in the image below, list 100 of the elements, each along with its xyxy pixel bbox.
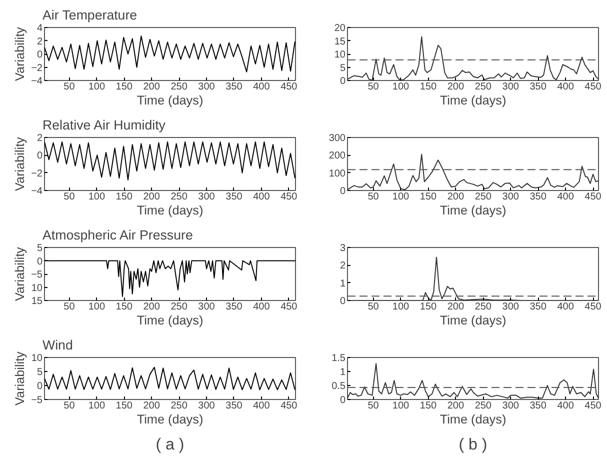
y-tick-label: 1: [340, 367, 346, 378]
y-tick-label: 15: [334, 36, 346, 48]
x-tick-label: 400: [253, 400, 270, 412]
y-tick-label: 1: [340, 278, 346, 290]
x-tick-label: 350: [530, 400, 547, 412]
y-tick-label: 5: [340, 62, 346, 74]
y-axis-title: Variability: [13, 26, 28, 81]
x-tick-label: 450: [584, 400, 602, 412]
x-tick-label: 100: [88, 400, 106, 412]
x-tick-label: 300: [198, 400, 216, 412]
x-tick-label: 350: [226, 82, 243, 92]
x-tick-label: 300: [502, 82, 520, 92]
y-tick-label: 1.5: [332, 353, 346, 364]
x-tick-label: 200: [447, 192, 464, 202]
y-tick-label: −2: [31, 62, 43, 74]
y-tick-label: 15: [31, 296, 43, 307]
x-tick-label: 350: [226, 400, 243, 412]
x-tick-label: 250: [170, 400, 188, 412]
x-axis-title: Time (days): [136, 314, 204, 328]
x-tick-label: 150: [116, 400, 133, 412]
x-tick-label: 200: [143, 82, 160, 92]
x-tick-label: 450: [280, 192, 298, 202]
x-tick-label: 250: [170, 302, 188, 312]
x-tick-label: 50: [64, 302, 76, 312]
x-axis-title: Time (days): [440, 314, 506, 328]
y-tick-label: −2: [31, 168, 43, 180]
y-tick-label: 0: [36, 256, 43, 268]
x-axis-title: Time (days): [440, 204, 506, 218]
x-tick-label: 300: [502, 302, 520, 312]
y-tick-label: 4: [36, 23, 43, 34]
x-tick-label: 250: [474, 192, 492, 202]
x-tick-label: 300: [502, 400, 520, 412]
x-tick-label: 400: [253, 302, 270, 312]
x-tick-label: 100: [392, 82, 410, 92]
y-tick-label: 0: [36, 50, 43, 60]
y-tick-label: 0: [36, 150, 43, 162]
x-tick-label: 50: [368, 302, 380, 312]
x-tick-label: 400: [557, 400, 574, 412]
x-tick-label: 100: [88, 192, 106, 202]
x-tick-label: 450: [280, 82, 298, 92]
x-tick-label: 50: [368, 82, 380, 92]
x-tick-label: 100: [392, 400, 410, 412]
x-tick-label: 300: [198, 82, 216, 92]
y-axis-title: Variability: [13, 136, 28, 191]
x-axis-title: Time (days): [136, 94, 204, 108]
x-tick-label: 450: [584, 192, 602, 202]
x-tick-label: 200: [447, 400, 464, 412]
y-tick-label: 2: [36, 133, 43, 144]
x-axis-title: Time (days): [440, 94, 506, 108]
x-tick-label: 300: [198, 302, 216, 312]
x-tick-label: 250: [474, 302, 492, 312]
chart-title: Air Temperature: [42, 8, 138, 22]
y-tick-label: −4: [31, 186, 43, 197]
x-tick-label: 250: [474, 82, 492, 92]
y-tick-label: 200: [328, 150, 346, 162]
y-tick-label: 5: [36, 243, 43, 254]
x-tick-label: 350: [226, 302, 243, 312]
x-tick-label: 350: [530, 302, 547, 312]
y-tick-label: 0: [340, 76, 346, 87]
x-tick-label: 200: [143, 302, 160, 312]
y-axis-title: Variability: [13, 246, 28, 301]
x-tick-label: 400: [253, 192, 270, 202]
y-tick-label: 10: [31, 353, 43, 364]
x-tick-label: 250: [170, 82, 188, 92]
x-axis-title: Time (days): [440, 412, 506, 426]
x-tick-label: 250: [170, 192, 188, 202]
x-tick-label: 150: [116, 192, 133, 202]
x-tick-label: 150: [420, 192, 438, 202]
x-tick-label: 250: [474, 400, 492, 412]
y-tick-label: 0: [340, 395, 346, 406]
y-tick-label: 0: [36, 381, 43, 392]
x-tick-label: 150: [420, 400, 438, 412]
x-tick-label: 200: [143, 400, 160, 412]
x-tick-label: 400: [253, 82, 270, 92]
x-tick-label: 400: [557, 82, 574, 92]
y-tick-label: 5: [36, 367, 43, 378]
chart-title: Atmospheric Air Pressure: [42, 228, 193, 242]
x-tick-label: 50: [368, 400, 380, 412]
y-tick-label: 10: [31, 282, 43, 294]
x-tick-label: 50: [64, 82, 76, 92]
x-tick-label: 50: [64, 192, 76, 202]
x-tick-label: 150: [116, 302, 133, 312]
x-tick-label: 50: [64, 400, 76, 412]
x-tick-label: 100: [88, 82, 106, 92]
x-tick-label: 100: [392, 302, 410, 312]
y-tick-label: 0: [340, 186, 346, 197]
y-tick-label: 100: [328, 168, 346, 180]
x-tick-label: 200: [447, 302, 464, 312]
y-axis-title: Variability: [13, 350, 28, 406]
x-tick-label: 450: [280, 400, 298, 412]
y-tick-label: 2: [340, 260, 346, 272]
y-tick-label: 0.5: [332, 381, 346, 392]
text: ( b ): [458, 436, 488, 454]
y-tick-label: 300: [328, 133, 346, 144]
x-tick-label: 400: [557, 192, 574, 202]
x-tick-label: 450: [584, 82, 602, 92]
x-tick-label: 200: [143, 192, 160, 202]
chart-title: Relative Air Humidity: [42, 118, 166, 132]
x-tick-label: 200: [447, 82, 464, 92]
x-axis-title: Time (days): [136, 412, 204, 426]
